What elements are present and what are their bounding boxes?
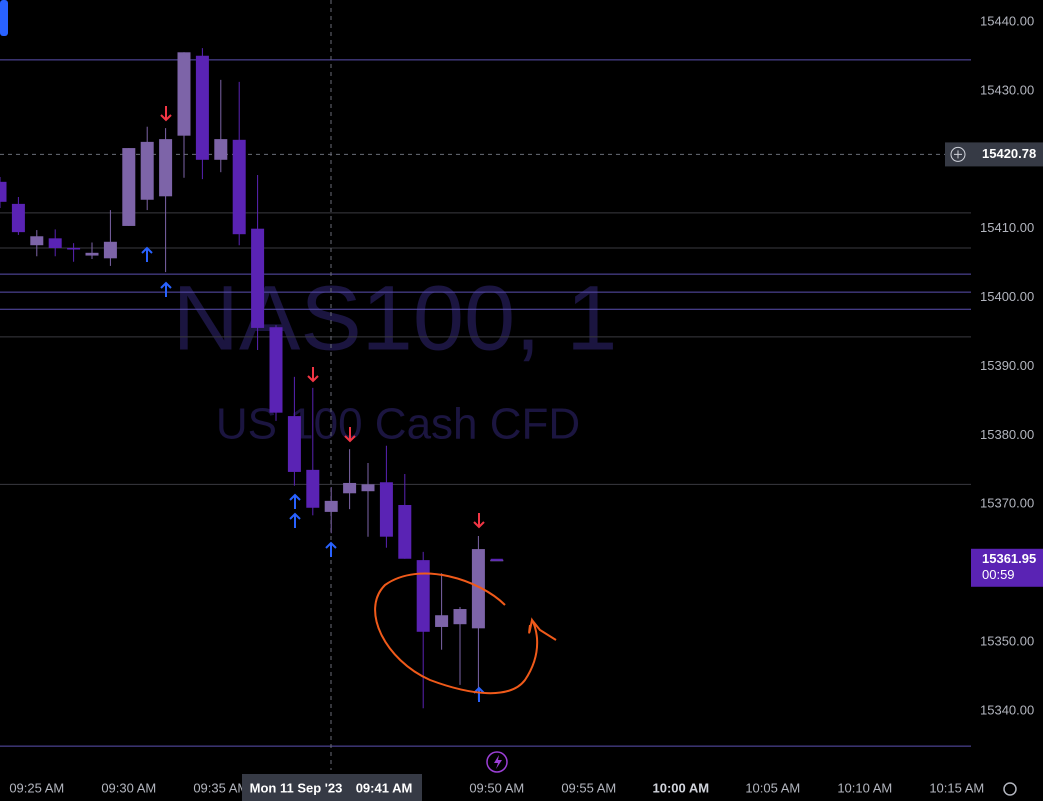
x-tick-label: 10:15 AM [929, 780, 984, 795]
candle-body [416, 560, 430, 632]
candle-body [361, 484, 375, 492]
x-tick-label: 09:25 AM [9, 780, 64, 795]
x-tick-label: 10:00 AM [652, 780, 709, 795]
countdown: 00:59 [982, 567, 1015, 582]
signals [141, 106, 485, 702]
candle-body [11, 203, 25, 233]
x-tick-label: 10:10 AM [837, 780, 892, 795]
crosshair-time: 09:41 AM [356, 780, 413, 795]
plus-icon [954, 150, 962, 159]
candle-body [269, 327, 283, 413]
y-tick-label: 15440.00 [980, 13, 1034, 28]
y-tick-label: 15350.00 [980, 634, 1034, 649]
candle-body [435, 615, 449, 627]
symbol-watermark: NAS100, 1 [173, 267, 618, 369]
candle-body [214, 139, 228, 160]
side-tab[interactable] [0, 0, 8, 36]
time-axis-bg [0, 772, 1043, 801]
freehand-annotation [374, 572, 557, 695]
candle-body [0, 181, 7, 202]
candle-body [324, 500, 338, 512]
lightning-icon [494, 755, 502, 769]
last-price-bg [971, 548, 1043, 587]
y-tick-label: 15390.00 [980, 358, 1034, 373]
candle-body [103, 241, 117, 259]
candle-body [232, 139, 246, 235]
candle-body [251, 228, 265, 328]
x-tick-label: 10:05 AM [745, 780, 800, 795]
x-tick-label: 09:35 AM [193, 780, 248, 795]
lightning-button[interactable] [486, 751, 508, 773]
y-tick-label: 15370.00 [980, 496, 1034, 511]
add-alert-button[interactable] [950, 146, 966, 162]
candle-body [67, 247, 81, 250]
candle-body [122, 148, 136, 226]
crosshair-date: Mon 11 Sep '23 [250, 780, 343, 795]
candle-body [48, 238, 62, 248]
y-tick-label: 15380.00 [980, 427, 1034, 442]
x-tick-label: 09:30 AM [101, 780, 156, 795]
candle-body [177, 52, 191, 136]
candle-body [379, 482, 393, 537]
y-tick-label: 15400.00 [980, 289, 1034, 304]
candle-body [398, 504, 412, 559]
candle-body [343, 482, 357, 494]
candle-body [453, 609, 467, 625]
candle-body [287, 416, 301, 472]
y-tick-label: 15430.00 [980, 82, 1034, 97]
candle-body [159, 139, 173, 197]
candle-body [30, 236, 44, 246]
y-tick-label: 15410.00 [980, 220, 1034, 235]
candle-body [471, 549, 485, 629]
settings-button[interactable] [1003, 782, 1017, 796]
candle-body [195, 55, 209, 160]
candle-body [306, 469, 320, 508]
y-tick-label: 15340.00 [980, 702, 1034, 717]
x-tick-label: 09:50 AM [469, 780, 524, 795]
x-tick-label: 09:55 AM [561, 780, 616, 795]
candle-body [85, 252, 99, 256]
crosshair-price: 15420.78 [982, 146, 1036, 161]
candle-body [140, 141, 154, 200]
last-price: 15361.95 [982, 551, 1036, 566]
crosshair-time-bg [242, 774, 422, 801]
